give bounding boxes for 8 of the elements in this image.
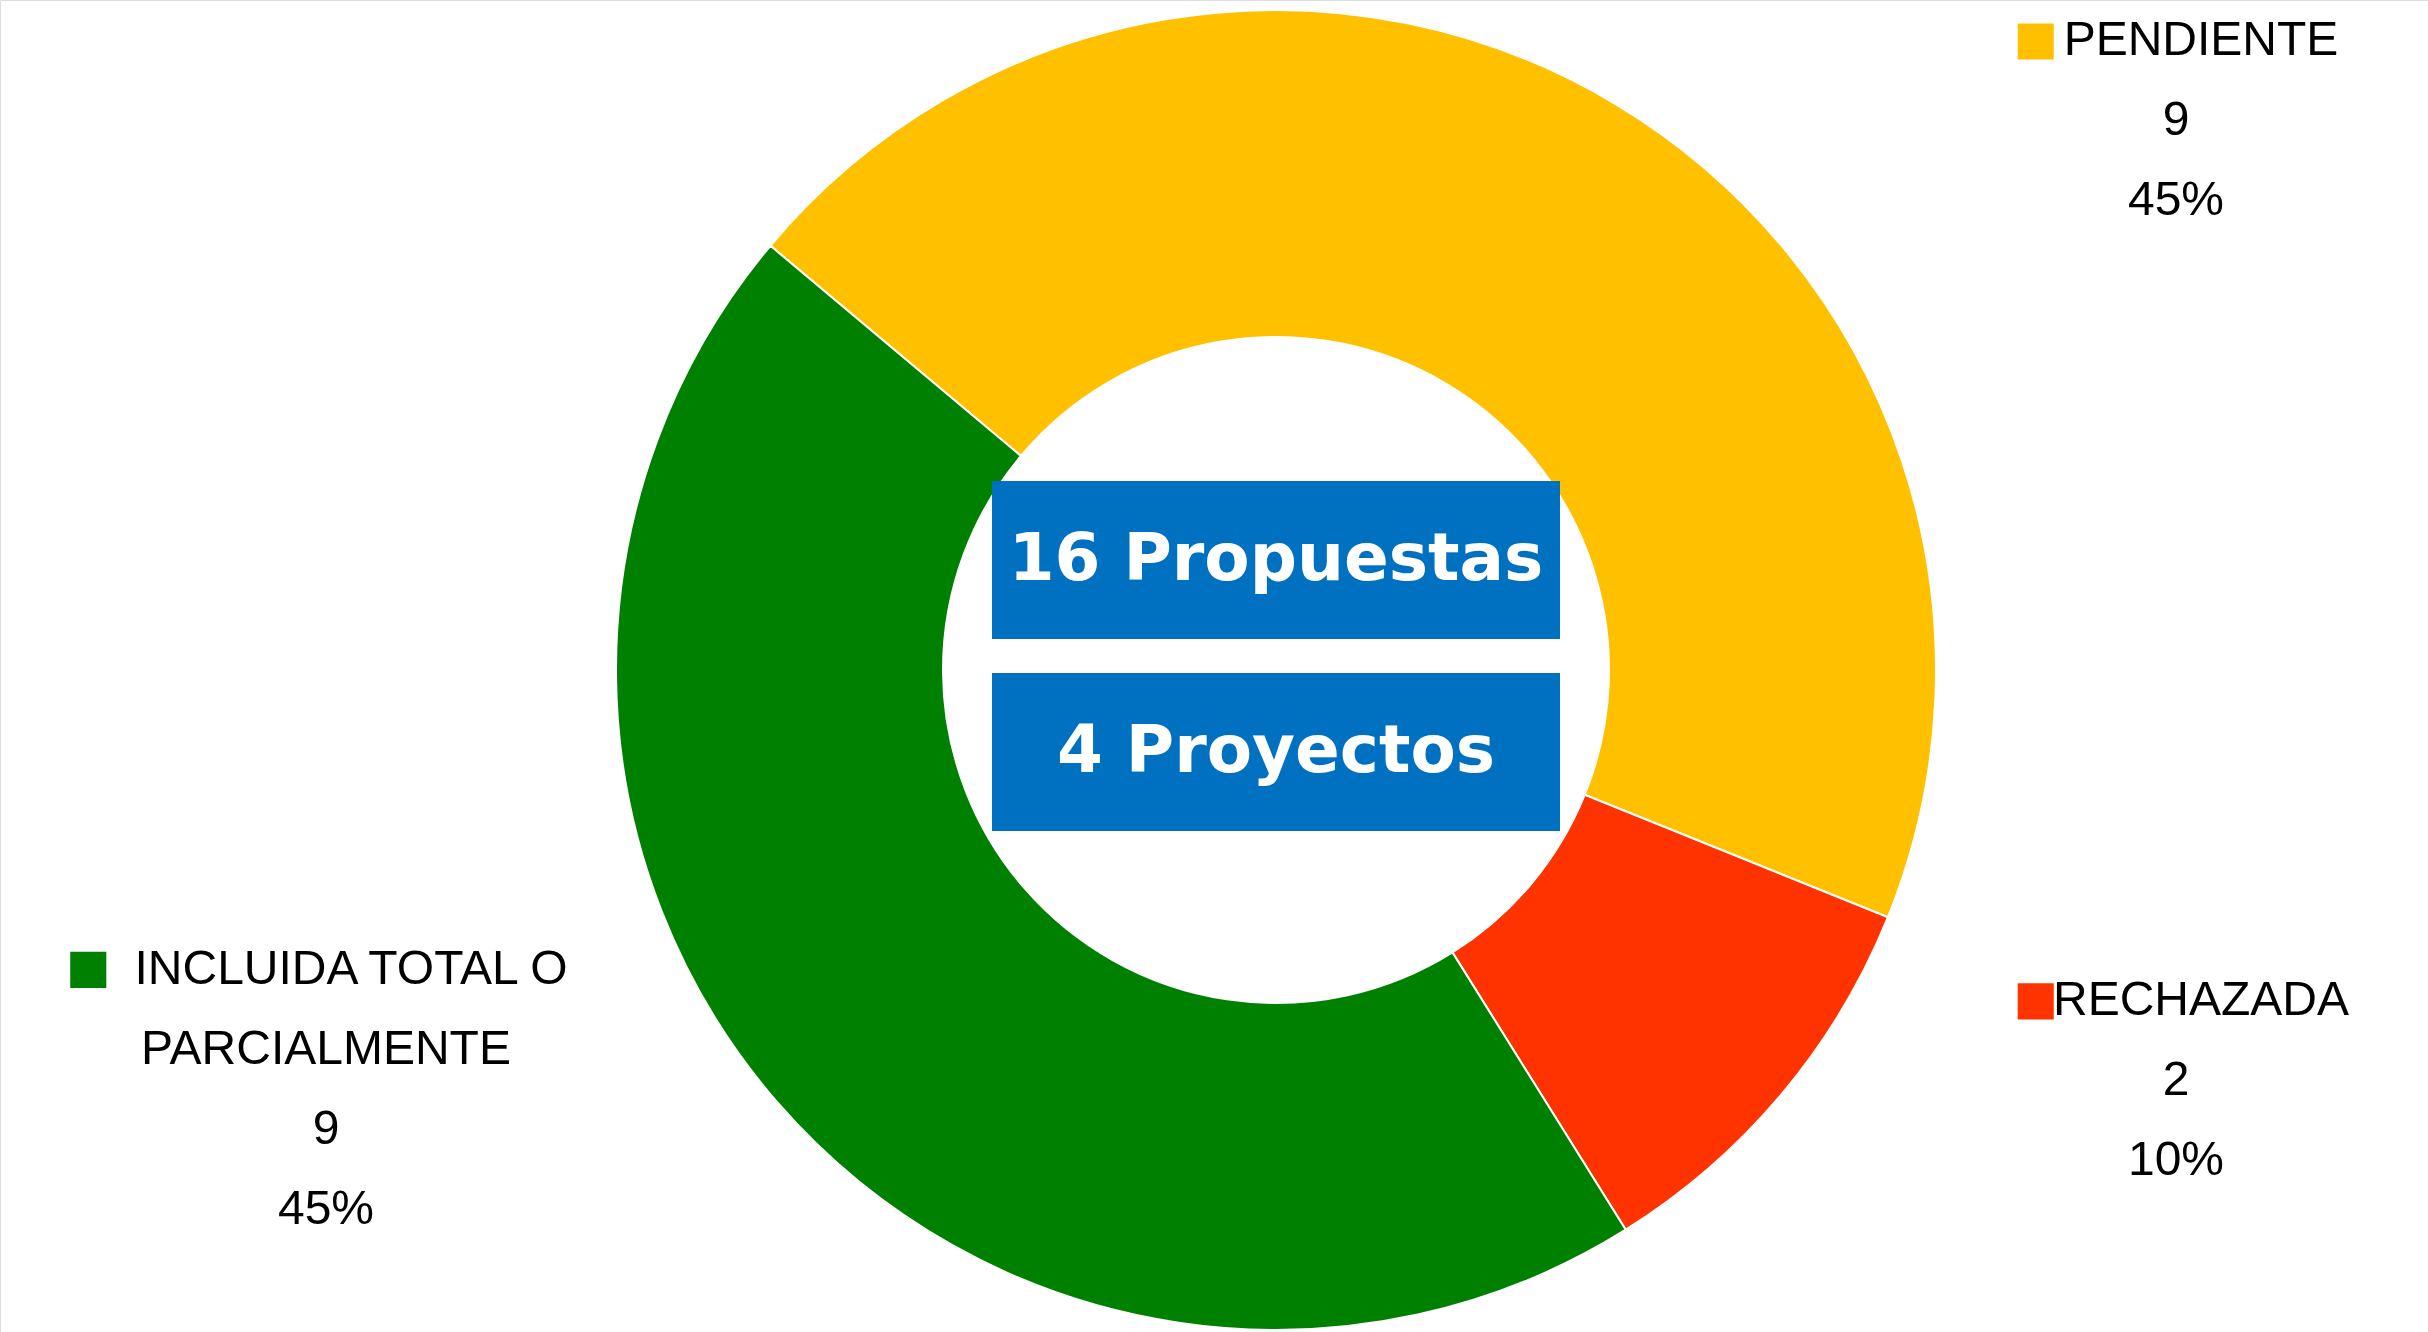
data-label: 9 45% xyxy=(2127,92,2225,226)
data-label: 2 10% xyxy=(2127,1052,2225,1186)
text: 4 Proyectos xyxy=(1056,711,1496,788)
data-label: 9 45% xyxy=(277,1100,375,1234)
legend-label: RECHAZADA xyxy=(2052,972,2350,1026)
legend-label: PENDIENTE xyxy=(2063,12,2339,66)
legend-label: INCLUIDA TOTAL O PARCIALMENTE xyxy=(134,940,568,1074)
text: 16 Propuestas xyxy=(1008,519,1544,596)
